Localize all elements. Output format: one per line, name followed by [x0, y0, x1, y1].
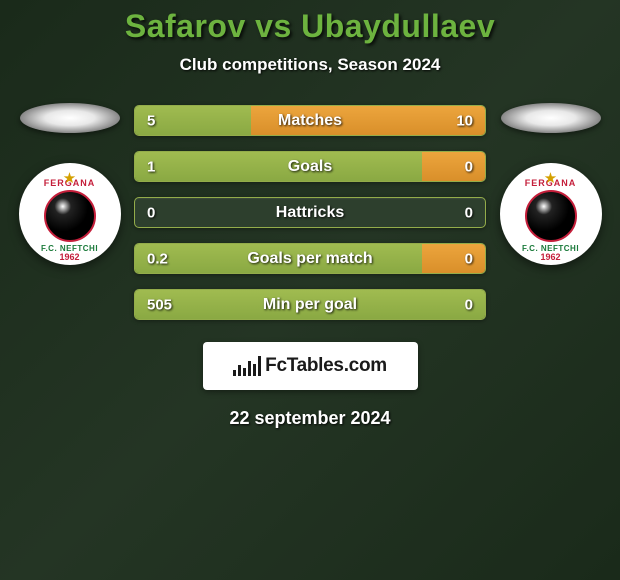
stat-right-value: 0	[465, 250, 473, 267]
stat-row: 0 0 Hattricks	[134, 197, 486, 228]
stat-label: Goals per match	[247, 250, 372, 268]
stat-left-value: 0	[147, 204, 155, 221]
stat-row: 5 10 Matches	[134, 105, 486, 136]
stat-left-value: 0.2	[147, 250, 168, 267]
badge-year: 1962	[59, 252, 79, 262]
club-badge-left: ★ FERGANA F.C. NEFTCHI 1962	[19, 163, 121, 265]
comparison-card: Safarov vs Ubaydullaev Club competitions…	[0, 0, 620, 429]
stat-bars: 510Matches10Goals00Hattricks0.20Goals pe…	[134, 103, 486, 320]
stat-left-value: 505	[147, 296, 172, 313]
brand-text: FcTables.com	[265, 355, 387, 377]
subtitle: Club competitions, Season 2024	[0, 55, 620, 75]
page-title: Safarov vs Ubaydullaev	[0, 8, 620, 45]
stat-left-value: 5	[147, 112, 155, 129]
stat-label: Hattricks	[276, 204, 344, 222]
club-badge-right: ★ FERGANA F.C. NEFTCHI 1962	[500, 163, 602, 265]
stat-label: Min per goal	[263, 296, 357, 314]
chart-icon	[233, 356, 261, 376]
star-icon: ★	[63, 169, 76, 187]
bar-left-fill	[135, 152, 422, 181]
left-player-col: ★ FERGANA F.C. NEFTCHI 1962	[17, 103, 122, 265]
ball-icon	[20, 103, 120, 133]
stat-right-value: 10	[456, 112, 473, 129]
stat-right-value: 0	[465, 204, 473, 221]
bar-right-fill	[422, 244, 485, 273]
badge-ball-icon	[44, 190, 96, 242]
right-player-col: ★ FERGANA F.C. NEFTCHI 1962	[498, 103, 603, 265]
ball-icon	[501, 103, 601, 133]
badge-year: 1962	[540, 252, 560, 262]
stat-left-value: 1	[147, 158, 155, 175]
bar-right-fill	[422, 152, 485, 181]
stat-label: Matches	[278, 112, 342, 130]
brand-logo: FcTables.com	[203, 342, 418, 390]
main-area: ★ FERGANA F.C. NEFTCHI 1962 510Matches10…	[0, 103, 620, 320]
badge-ball-icon	[525, 190, 577, 242]
stat-label: Goals	[288, 158, 332, 176]
stat-row: 0.2 0 Goals per match	[134, 243, 486, 274]
date-text: 22 september 2024	[0, 408, 620, 429]
stat-row: 505 0 Min per goal	[134, 289, 486, 320]
stat-right-value: 0	[465, 158, 473, 175]
stat-right-value: 0	[465, 296, 473, 313]
star-icon: ★	[544, 169, 557, 187]
stat-row: 1 0 Goals	[134, 151, 486, 182]
